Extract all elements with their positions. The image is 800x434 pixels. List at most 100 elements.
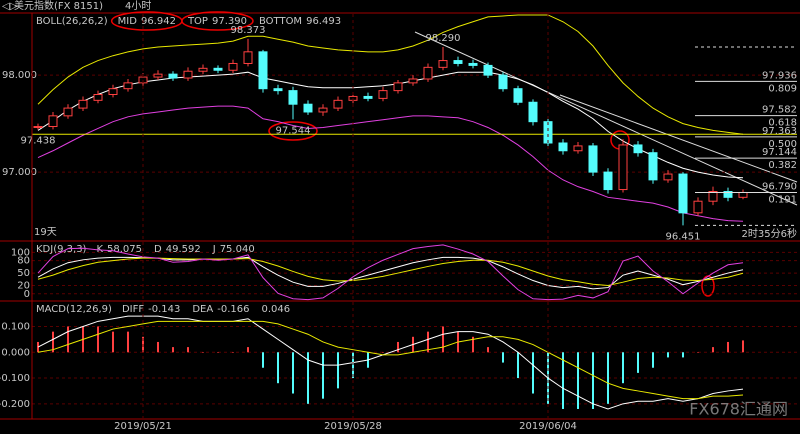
- macd-bar: [682, 352, 684, 358]
- candle-body: [603, 171, 613, 191]
- trend-line: [559, 94, 798, 183]
- indicator-line: [37, 244, 744, 301]
- y-tick-label: 0: [24, 289, 30, 300]
- macd-bar: [427, 331, 429, 353]
- candle-body: [63, 107, 73, 117]
- indicator-line: [37, 320, 744, 400]
- candle-body: [528, 101, 538, 123]
- candle-body: [363, 95, 373, 99]
- legend-text: -0.143: [148, 304, 180, 315]
- watermark: FX678汇通网: [689, 400, 788, 419]
- macd-bar: [247, 347, 249, 353]
- y-tick-label: 20: [17, 281, 30, 292]
- candle-body: [438, 60, 448, 68]
- period: 4小时: [125, 0, 151, 12]
- candle-body: [723, 191, 733, 198]
- candle-body: [738, 191, 748, 198]
- macd-bar: [652, 352, 654, 368]
- candle-body: [168, 73, 178, 79]
- y-tick-label: -0.200: [0, 399, 30, 410]
- legend-text: 0.046: [261, 304, 290, 315]
- macd-bar: [697, 352, 699, 353]
- candle-body: [48, 115, 58, 128]
- nav-arrows[interactable]: ◁▷: [2, 1, 18, 12]
- macd-bar: [637, 352, 639, 373]
- legend-text: 58.075: [107, 244, 142, 255]
- fib-price: 97.582: [762, 105, 797, 116]
- macd-bar: [292, 352, 294, 394]
- macd-bar: [172, 347, 174, 353]
- macd-bar: [712, 347, 714, 353]
- candle-body: [78, 99, 88, 109]
- macd-bar: [472, 336, 474, 353]
- candle-body: [213, 67, 223, 71]
- candle-body: [198, 67, 208, 72]
- legend-text: 96.942: [141, 16, 176, 27]
- x-tick-label: 2019/05/28: [324, 421, 382, 432]
- candle-body: [318, 107, 328, 113]
- candle-body: [153, 73, 163, 78]
- macd-bar: [727, 341, 729, 353]
- candle-body: [573, 145, 583, 152]
- candle-body: [258, 51, 268, 90]
- legend-text: 49.592: [166, 244, 201, 255]
- y-tick-label: 100: [11, 247, 30, 258]
- y-tick-label: 80: [17, 256, 30, 267]
- candle-body: [483, 64, 493, 76]
- annotation: 96.451: [666, 231, 701, 242]
- indicator-line: [37, 256, 744, 290]
- candle-body: [243, 51, 253, 64]
- indicator-line: [37, 71, 744, 179]
- candle-body: [33, 126, 43, 129]
- candle-body: [453, 60, 463, 64]
- candle-body: [333, 99, 343, 109]
- trend-line: [414, 31, 798, 206]
- candle-body: [273, 88, 283, 92]
- candle-body: [558, 142, 568, 152]
- y-tick-label: 50: [17, 268, 30, 279]
- candle-body: [663, 173, 673, 181]
- fib-ratio: 0.382: [768, 160, 797, 171]
- x-tick-label: 2019/05/21: [114, 421, 172, 432]
- candle-body: [468, 62, 478, 66]
- fib-price: 97.363: [762, 126, 797, 137]
- candle-body: [693, 200, 703, 214]
- legend-text: MID: [118, 16, 138, 27]
- macd-bar: [622, 352, 624, 384]
- macd-bar: [97, 326, 99, 353]
- macd-bar: [322, 352, 324, 399]
- macd-bar: [532, 352, 534, 394]
- candle-body: [678, 173, 688, 214]
- fib-price: 97.144: [762, 147, 797, 158]
- macd-bar: [502, 352, 504, 363]
- candle-body: [708, 191, 718, 202]
- legend-text: 97.390: [212, 16, 247, 27]
- legend-text: -0.166: [217, 304, 249, 315]
- macd-bar: [232, 352, 234, 353]
- macd-bar: [337, 352, 339, 389]
- macd-bar: [112, 331, 114, 353]
- indicator-line: [37, 105, 744, 222]
- macd-bar: [262, 352, 264, 368]
- fib-price: 96.790: [762, 181, 797, 192]
- macd-bar: [517, 352, 519, 379]
- y-tick-label: 0.100: [1, 321, 30, 332]
- macd-bar: [607, 352, 609, 404]
- candle-body: [498, 74, 508, 90]
- candle-body: [93, 94, 103, 101]
- legend-text: BOLL(26,26,2): [36, 16, 108, 27]
- indicator-line: [37, 315, 744, 410]
- indicator-line: [37, 14, 744, 135]
- macd-bar: [277, 352, 279, 384]
- y-tick-label: 97.000: [2, 167, 37, 178]
- candle-body: [423, 66, 433, 80]
- macd-bar: [352, 352, 354, 379]
- macd-bar: [217, 352, 219, 353]
- macd-bar: [157, 341, 159, 353]
- legend-text: J: [212, 244, 216, 255]
- candle-body: [633, 144, 643, 154]
- candle-body: [618, 144, 628, 191]
- candle-body: [408, 78, 418, 84]
- macd-bar: [397, 341, 399, 353]
